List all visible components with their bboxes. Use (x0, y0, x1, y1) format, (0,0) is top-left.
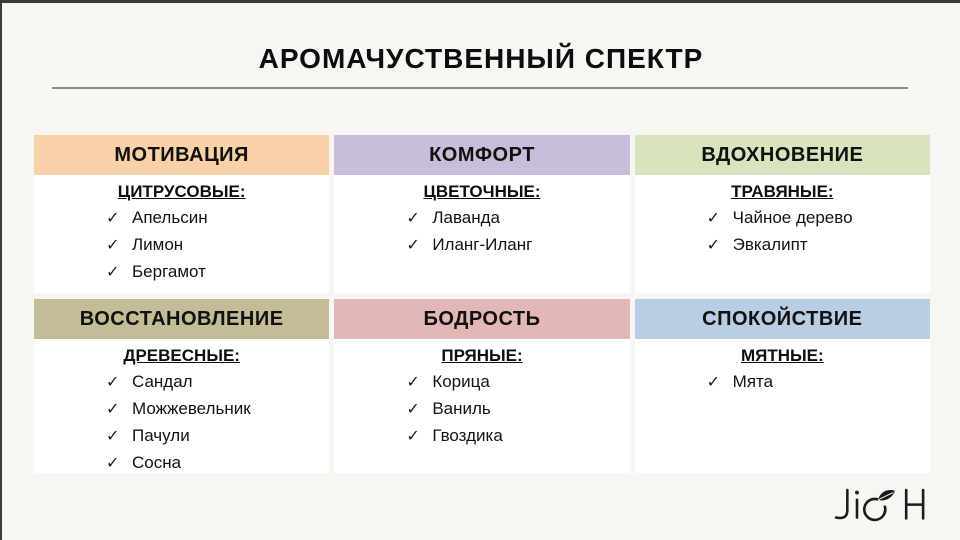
check-icon: ✓ (706, 374, 721, 391)
page-title: АРОМАЧУСТВЕННЫЙ СПЕКТР (258, 43, 704, 74)
list-item: ✓ Иланг-Иланг (406, 232, 623, 259)
card-calm: СПОКОЙСТВИЕ МЯТНЫЕ: ✓ Мята (634, 299, 930, 473)
card-comfort: КОМФОРТ ЦВЕТОЧНЫЕ: ✓ Лаванда ✓ Иланг-Иланг (334, 135, 630, 293)
list-item: ✓ Пачули (106, 423, 323, 450)
list-item: ✓ Апельсин (106, 205, 323, 232)
list-item: ✓ Сосна (106, 450, 323, 477)
cards-row-bottom: ВОССТАНОВЛЕНИЕ ДРЕВЕСНЫЕ: ✓ Сандал ✓ Можже… (34, 299, 930, 473)
card-inspiration: ВДОХНОВЕНИЕ ТРАВЯНЫЕ: ✓ Чайное дерево ✓ Эв… (634, 135, 930, 293)
list-item: ✓ Гвоздика (406, 423, 623, 450)
card-body: МЯТНЫЕ: ✓ Мята (634, 339, 930, 473)
check-icon: ✓ (106, 264, 120, 281)
check-icon: ✓ (106, 428, 120, 445)
oil-name: Эвкалипт (732, 235, 808, 254)
logo-i-dot (855, 490, 859, 495)
card-header: ВОССТАНОВЛЕНИЕ (34, 299, 330, 339)
check-icon: ✓ (706, 210, 721, 227)
category-label: ДРЕВЕСНЫЕ: (123, 346, 240, 365)
oil-name: Апельсин (132, 208, 208, 227)
cards-row-top: МОТИВАЦИЯ ЦИТРУСОВЫЕ: ✓ Апельсин ✓ Лимон ✓… (34, 135, 930, 293)
oil-name: Сандал (132, 372, 193, 391)
card-header: КОМФОРТ (334, 135, 630, 175)
category-label: МЯТНЫЕ: (740, 346, 824, 365)
card-header: БОДРОСТЬ (334, 299, 630, 339)
check-icon: ✓ (406, 237, 420, 254)
card-header: СПОКОЙСТВИЕ (634, 299, 930, 339)
oil-list: ✓ Чайное дерево ✓ Эвкалипт (641, 205, 924, 259)
list-item: ✓ Бергамот (106, 259, 323, 286)
list-item: ✓ Лимон (106, 232, 323, 259)
card-body: ПРЯНЫЕ: ✓ Корица ✓ Ваниль ✓ Гвоздика (334, 339, 630, 473)
oil-list: ✓ Лаванда ✓ Иланг-Иланг (340, 205, 623, 259)
card-recovery: ВОССТАНОВЛЕНИЕ ДРЕВЕСНЫЕ: ✓ Сандал ✓ Можже… (34, 299, 330, 473)
list-item: ✓ Эвкалипт (707, 232, 924, 259)
jiah-logo-graphic (834, 488, 925, 522)
oil-name: Можжевельник (132, 399, 251, 418)
oil-name: Сосна (132, 453, 182, 472)
check-icon: ✓ (106, 455, 120, 472)
category-label: ПРЯНЫЕ: (441, 346, 523, 365)
oil-name: Лимон (132, 235, 184, 254)
list-item: ✓ Ваниль (406, 396, 623, 423)
oil-name: Чайное дерево (732, 208, 853, 227)
check-icon: ✓ (106, 210, 120, 227)
title-underline (52, 87, 908, 89)
card-motivation: МОТИВАЦИЯ ЦИТРУСОВЫЕ: ✓ Апельсин ✓ Лимон ✓… (34, 135, 330, 293)
list-item: ✓ Корица (406, 369, 623, 396)
check-icon: ✓ (406, 210, 420, 227)
list-item: ✓ Сандал (106, 369, 323, 396)
check-icon: ✓ (106, 401, 120, 418)
check-icon: ✓ (706, 237, 721, 254)
oil-name: Корица (432, 372, 490, 391)
card-body: ТРАВЯНЫЕ: ✓ Чайное дерево ✓ Эвкалипт (634, 175, 930, 293)
check-icon: ✓ (406, 428, 420, 445)
logo-horseshoe (863, 497, 887, 522)
oil-name: Мята (732, 372, 774, 391)
oil-name: Гвоздика (432, 426, 503, 445)
brand-logo (826, 478, 938, 528)
logo-letter-h (904, 488, 925, 520)
card-body: ДРЕВЕСНЫЕ: ✓ Сандал ✓ Можжевельник ✓ Пачули… (34, 339, 330, 473)
oil-list: ✓ Сандал ✓ Можжевельник ✓ Пачули ✓ Сосна (40, 369, 323, 477)
card-vigor: БОДРОСТЬ ПРЯНЫЕ: ✓ Корица ✓ Ваниль ✓ Гвозди… (334, 299, 630, 473)
check-icon: ✓ (106, 374, 120, 391)
oil-name: Бергамот (132, 262, 206, 281)
card-body: ЦИТРУСОВЫЕ: ✓ Апельсин ✓ Лимон ✓ Бергамот (34, 175, 330, 293)
category-label: ТРАВЯНЫЕ: (731, 182, 834, 201)
oil-list: ✓ Апельсин ✓ Лимон ✓ Бергамот (40, 205, 323, 286)
category-label: ЦВЕТОЧНЫЕ: (423, 182, 541, 201)
list-item: ✓ Чайное дерево (707, 205, 924, 232)
check-icon: ✓ (106, 237, 120, 254)
card-header: ВДОХНОВЕНИЕ (634, 135, 930, 175)
category-label: ЦИТРУСОВЫЕ: (117, 182, 246, 201)
list-item: ✓ Можжевельник (106, 396, 323, 423)
oil-name: Лаванда (432, 208, 500, 227)
check-icon: ✓ (406, 374, 420, 391)
list-item: ✓ Мята (707, 369, 924, 396)
card-body: ЦВЕТОЧНЫЕ: ✓ Лаванда ✓ Иланг-Иланг (334, 175, 630, 293)
oil-name: Ваниль (432, 399, 491, 418)
logo-leaf-vein (877, 492, 894, 501)
logo-letter-j (834, 488, 849, 520)
check-icon: ✓ (406, 401, 420, 418)
oil-list: ✓ Мята (641, 369, 924, 396)
oil-name: Пачули (132, 426, 190, 445)
oil-list: ✓ Корица ✓ Ваниль ✓ Гвоздика (340, 369, 623, 450)
list-item: ✓ Лаванда (406, 205, 623, 232)
oil-name: Иланг-Иланг (432, 235, 533, 254)
card-header: МОТИВАЦИЯ (34, 135, 330, 175)
